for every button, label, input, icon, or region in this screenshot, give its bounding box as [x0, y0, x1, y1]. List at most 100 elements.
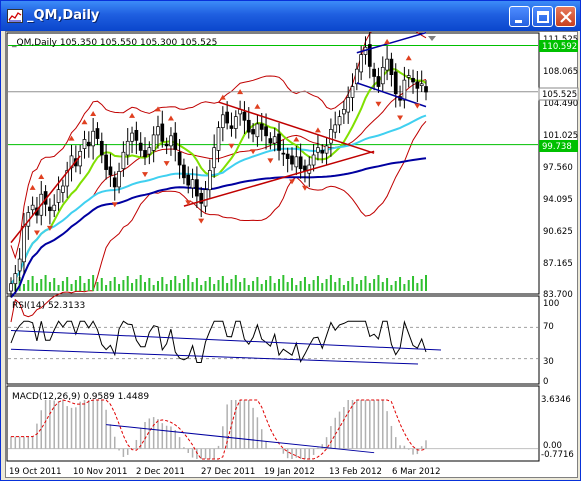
volume-bar	[66, 277, 69, 291]
fractal-up-arrow	[68, 135, 75, 141]
close-button[interactable]	[555, 6, 576, 27]
volume-bar	[187, 275, 190, 291]
volume-bar	[53, 278, 56, 291]
fractal-up-arrow	[384, 38, 391, 44]
ma-mid-line	[10, 114, 427, 285]
volume-bar	[208, 277, 211, 291]
candle-body	[324, 145, 329, 154]
fractal-down-arrow	[111, 202, 118, 208]
volume-bar	[27, 280, 30, 291]
candle-body	[112, 177, 117, 188]
candle-body	[281, 152, 286, 155]
candle-body	[311, 154, 316, 166]
candle-body	[52, 204, 57, 212]
minimize-icon	[515, 20, 522, 23]
volume-bar	[243, 278, 246, 291]
trendline-early	[10, 155, 81, 244]
chart-shift-marker[interactable]	[428, 36, 436, 41]
rsi-header: RSI(14) 52.3133	[12, 301, 85, 311]
fractal-down-arrow	[250, 149, 257, 155]
volume-bar	[381, 282, 384, 291]
candle-body	[376, 76, 381, 87]
candle-body	[246, 119, 251, 133]
volume-bar	[347, 281, 350, 291]
fractal-down-arrow	[267, 158, 274, 164]
candle-body	[190, 179, 195, 189]
candle-body	[130, 132, 134, 142]
volume-bar	[87, 279, 90, 291]
candle-body	[342, 108, 346, 115]
volume-bar	[321, 283, 324, 291]
candle-body	[108, 166, 113, 176]
candle-body	[99, 140, 104, 156]
time-label: 13 Feb 2012	[329, 467, 382, 477]
time-label: 27 Dec 2011	[201, 467, 255, 477]
candle-body	[333, 124, 338, 133]
fractal-down-arrow	[33, 230, 40, 236]
volume-bar	[226, 283, 229, 291]
candle-body	[268, 138, 273, 144]
volume-bar	[152, 285, 155, 291]
price-tick: 97.560	[543, 163, 573, 173]
volume-bar	[265, 280, 268, 291]
price-chart[interactable]: _QM,Daily 105.350 105.550 105.300 105.52…	[6, 32, 579, 479]
price-scale: 111.525 108.065 104.490 101.025 97.560 9…	[543, 35, 578, 300]
candle-body	[372, 68, 376, 77]
candle-body	[86, 141, 91, 147]
maximize-button[interactable]	[532, 6, 553, 27]
volume-bar	[355, 284, 358, 291]
candle-body	[9, 283, 13, 292]
level-tag-last	[538, 87, 579, 101]
maximize-icon	[537, 11, 549, 23]
rsi-tick: 100	[543, 299, 559, 309]
volume-bar	[174, 276, 177, 291]
trendline-support	[183, 150, 375, 207]
volume-bar	[204, 281, 207, 291]
volume-bar	[96, 282, 99, 291]
volume-bar	[256, 277, 259, 291]
title-bar[interactable]: _QM,Daily	[1, 1, 580, 31]
fractal-up-arrow	[81, 119, 88, 125]
candle-body	[143, 150, 147, 158]
candle-body	[199, 192, 204, 204]
fractal-down-arrow	[288, 179, 295, 185]
volume-bar	[191, 282, 194, 291]
candle-body	[17, 258, 22, 272]
fractal-up-arrow	[237, 89, 244, 95]
volume-bar	[316, 276, 319, 291]
time-label: 19 Oct 2011	[9, 467, 62, 477]
volume-bar	[182, 279, 185, 291]
minimize-button[interactable]	[509, 6, 530, 27]
bollinger-lower	[10, 120, 427, 323]
candle-body	[277, 133, 281, 151]
candle-body	[125, 140, 130, 156]
volume-bar	[169, 280, 172, 291]
volume-bar	[260, 284, 263, 291]
candle-body	[134, 129, 139, 141]
candle-body	[359, 54, 364, 73]
volume-bar	[178, 283, 181, 291]
candle-body	[121, 151, 126, 170]
volume-bar	[118, 284, 121, 291]
candle-body	[138, 142, 143, 151]
level-tag-low	[539, 140, 578, 152]
macd-tick: -0.7716	[541, 450, 574, 460]
candle-body	[251, 129, 255, 135]
volume-bar	[217, 280, 220, 291]
volume-bar	[386, 278, 389, 291]
fractal-up-arrow	[167, 115, 174, 121]
volume-bar	[286, 282, 289, 291]
candle-body	[259, 123, 264, 130]
candle-body	[65, 170, 70, 187]
chart-area[interactable]: _QM,Daily 105.350 105.550 105.300 105.52…	[5, 31, 579, 479]
volume-bar	[74, 280, 77, 291]
macd-trendline	[106, 424, 375, 454]
volume-bar	[364, 276, 367, 291]
time-label: 2 Dec 2011	[136, 467, 185, 477]
rsi-trendline-upper	[10, 330, 442, 351]
candle-body	[61, 185, 65, 193]
volume-bar	[373, 279, 376, 291]
fractal-down-arrow	[142, 172, 149, 178]
fractal-down-arrow	[185, 200, 192, 206]
